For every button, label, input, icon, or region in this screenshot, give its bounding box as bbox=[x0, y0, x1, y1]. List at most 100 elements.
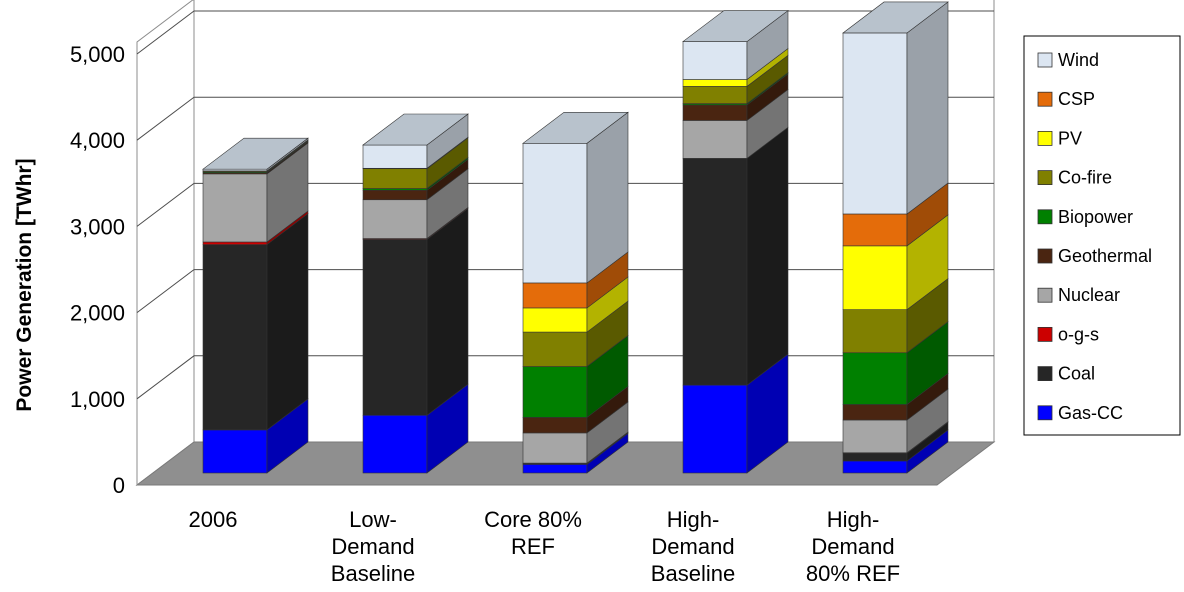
bar-segment bbox=[362, 383, 469, 474]
legend-item: Geothermal bbox=[1037, 246, 1152, 266]
bar-front bbox=[842, 213, 908, 247]
bar-segment bbox=[682, 54, 789, 105]
bar-front bbox=[202, 241, 268, 245]
legend-item: Coal bbox=[1037, 364, 1095, 384]
legend: Wind CSP PV Co-fire Biopower Geothermal Nuclea… bbox=[1023, 35, 1181, 436]
bar-front bbox=[202, 244, 268, 431]
bar-front bbox=[202, 429, 268, 474]
legend-label: Biopower bbox=[1058, 207, 1133, 227]
bar-segment bbox=[682, 73, 789, 122]
bar-segment bbox=[842, 429, 949, 474]
x-category-label-line: Demand bbox=[331, 534, 414, 559]
bar-front bbox=[522, 432, 588, 464]
bar-stack bbox=[522, 111, 629, 474]
y-tick-label: 5,000 bbox=[70, 42, 125, 67]
side-wall bbox=[136, 0, 195, 487]
bar-side bbox=[746, 126, 789, 386]
bar-segment bbox=[362, 168, 469, 240]
legend-swatch bbox=[1037, 405, 1053, 421]
bar-segment bbox=[522, 300, 629, 368]
bar-front bbox=[842, 460, 908, 474]
bar-segment bbox=[362, 137, 469, 190]
bar-segment bbox=[362, 207, 469, 416]
bar-front bbox=[842, 352, 908, 405]
legend-item: PV bbox=[1037, 128, 1082, 148]
bar-segment bbox=[202, 212, 309, 431]
x-category-label-line: REF bbox=[511, 534, 555, 559]
bar-front bbox=[682, 86, 748, 104]
bar-top bbox=[202, 137, 309, 170]
legend-item: o-g-s bbox=[1037, 324, 1099, 344]
bar-front bbox=[362, 189, 428, 201]
bar-segment bbox=[522, 401, 629, 464]
bar-front bbox=[202, 173, 268, 243]
legend-item: Co-fire bbox=[1037, 168, 1112, 188]
legend-swatch bbox=[1037, 287, 1053, 303]
bar-front bbox=[682, 384, 748, 474]
x-category-label-line: Low- bbox=[349, 507, 397, 532]
legend-item: Wind bbox=[1037, 50, 1099, 70]
bar-front bbox=[682, 104, 748, 121]
x-category-label-line: High- bbox=[827, 507, 880, 532]
bar-front bbox=[522, 366, 588, 418]
y-axis-ticks: 0 1,000 2,000 3,000 4,000 5,000 bbox=[70, 42, 125, 498]
bar-segment bbox=[682, 126, 789, 386]
bar-front bbox=[522, 142, 588, 284]
bar-stack bbox=[202, 137, 309, 474]
legend-swatch bbox=[1037, 170, 1053, 186]
bar-segment bbox=[842, 372, 949, 421]
bar-side bbox=[266, 212, 309, 431]
x-category-label-line: Demand bbox=[811, 534, 894, 559]
y-tick-label: 2,000 bbox=[70, 301, 125, 326]
bar-front bbox=[842, 245, 908, 310]
bar-segment bbox=[522, 334, 629, 419]
bar-front bbox=[522, 307, 588, 333]
bar-front bbox=[522, 282, 588, 309]
x-category-label: 2006 bbox=[189, 507, 238, 532]
legend-label: PV bbox=[1058, 128, 1082, 148]
x-category-label-line: Demand bbox=[651, 534, 734, 559]
x-category-label-line: 2006 bbox=[189, 507, 238, 532]
bar-side bbox=[906, 1, 949, 215]
bars bbox=[202, 1, 949, 474]
bar-front bbox=[522, 464, 588, 474]
legend-swatch bbox=[1037, 366, 1053, 382]
bar-stack bbox=[842, 1, 949, 474]
bar-front bbox=[842, 452, 908, 462]
legend-label: Nuclear bbox=[1058, 285, 1120, 305]
bar-front bbox=[682, 120, 748, 159]
y-tick-label: 4,000 bbox=[70, 128, 125, 153]
bar-front bbox=[362, 239, 428, 416]
legend-swatch bbox=[1037, 130, 1053, 146]
bar-top bbox=[362, 113, 469, 146]
bar-segment bbox=[522, 111, 629, 284]
bar-segment bbox=[842, 388, 949, 454]
legend-swatch bbox=[1037, 209, 1053, 225]
bar-stack bbox=[362, 113, 469, 474]
x-category-label: High-Demand Baseline bbox=[651, 507, 735, 586]
bar-segment bbox=[842, 182, 949, 247]
bar-stack bbox=[682, 9, 789, 474]
bar-segment bbox=[682, 9, 789, 81]
bar-front bbox=[842, 32, 908, 215]
legend-label: o-g-s bbox=[1058, 324, 1099, 344]
legend-swatch bbox=[1037, 248, 1053, 264]
legend-item: Gas-CC bbox=[1037, 403, 1123, 423]
x-category-label: High-Demand 80% REF bbox=[806, 507, 900, 586]
bar-segment bbox=[202, 142, 309, 243]
legend-label: CSP bbox=[1058, 89, 1095, 109]
bar-segment bbox=[842, 1, 949, 215]
legend-swatch bbox=[1037, 52, 1053, 68]
bar-front bbox=[682, 79, 748, 87]
legend-item: CSP bbox=[1037, 89, 1095, 109]
bar-front bbox=[842, 404, 908, 421]
legend-item: Biopower bbox=[1037, 207, 1133, 227]
bar-top bbox=[682, 10, 789, 42]
x-category-label-line: 80% REF bbox=[806, 561, 900, 586]
y-tick-label: 0 bbox=[113, 473, 125, 498]
bar-front bbox=[362, 168, 428, 189]
bar-segment bbox=[202, 398, 309, 474]
bar-front bbox=[522, 331, 588, 367]
